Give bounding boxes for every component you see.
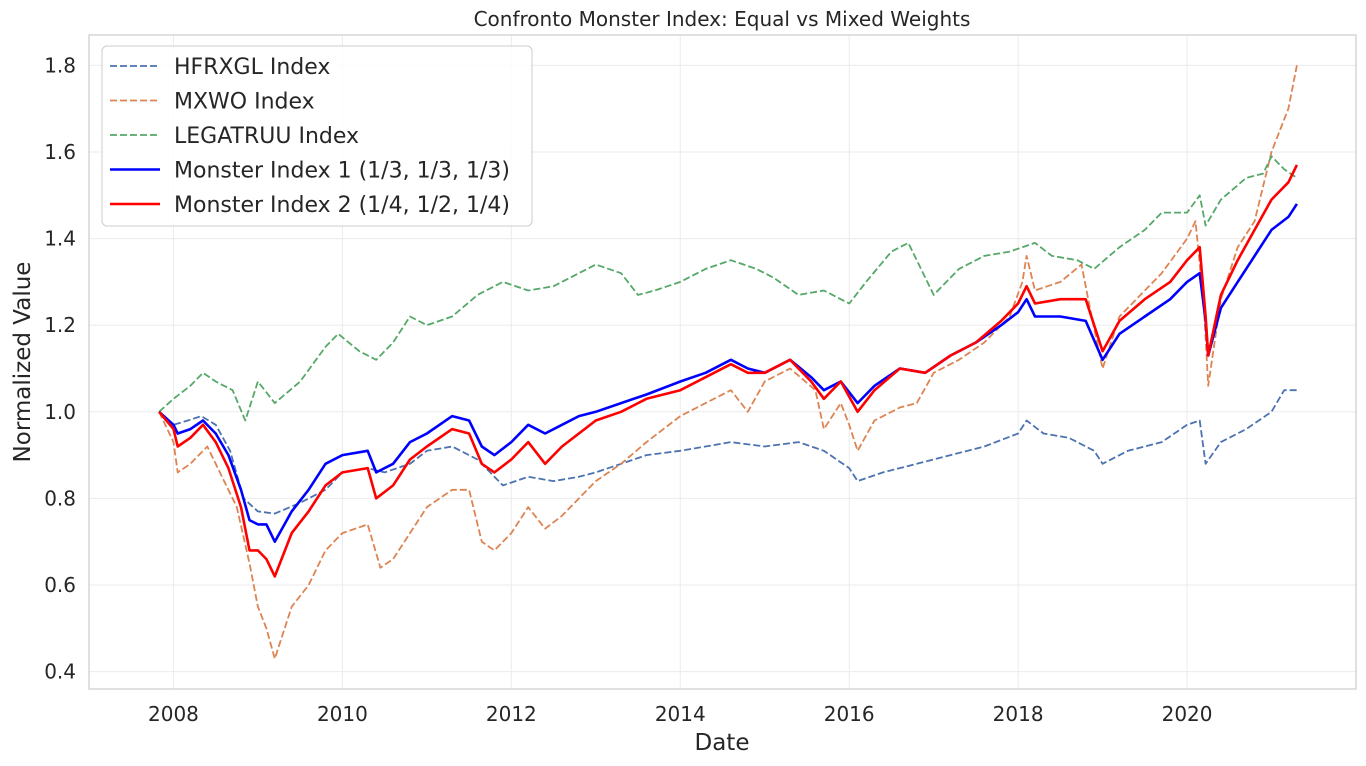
legend-label: HFRXGL Index <box>174 55 330 80</box>
y-tick-label: 1.8 <box>44 53 76 77</box>
y-tick-label: 0.8 <box>44 486 76 510</box>
x-tick-label: 2008 <box>148 702 199 726</box>
x-tick-label: 2014 <box>655 702 706 726</box>
y-tick-label: 1.6 <box>44 140 76 164</box>
series-layer <box>158 65 1299 660</box>
legend-label: MXWO Index <box>174 90 315 115</box>
y-tick-label: 1.0 <box>44 400 76 424</box>
legend-label: Monster Index 1 (1/3, 1/3, 1/3) <box>174 159 510 184</box>
y-tick-label: 0.6 <box>44 573 76 597</box>
y-tick-label: 1.4 <box>44 227 76 251</box>
y-axis-ticks: 0.4 0.6 0.8 1.0 1.2 1.4 1.6 1.8 <box>44 53 76 683</box>
legend-box <box>101 45 533 227</box>
x-tick-label: 2020 <box>1162 702 1213 726</box>
series-line-3 <box>158 155 1298 422</box>
series-line-4 <box>158 203 1298 543</box>
series-line-2 <box>158 65 1298 660</box>
y-tick-label: 1.2 <box>44 313 76 337</box>
legend-label: LEGATRUU Index <box>174 124 359 149</box>
x-tick-label: 2010 <box>317 702 368 726</box>
legend: HFRXGL Index MXWO Index LEGATRUU Index Mons… <box>101 45 533 227</box>
y-axis-label: Normalized Value <box>10 262 36 463</box>
chart-title: Confronto Monster Index: Equal vs Mixed … <box>474 7 971 31</box>
legend-label: Monster Index 2 (1/4, 1/2, 1/4) <box>174 193 510 218</box>
y-tick-label: 0.4 <box>44 660 76 684</box>
plot-frame <box>88 34 1357 690</box>
series-line-5 <box>158 164 1299 578</box>
x-tick-label: 2012 <box>486 702 537 726</box>
x-axis-ticks: 2008 2010 2012 2014 2016 2018 2020 <box>148 702 1213 726</box>
x-tick-label: 2016 <box>824 702 875 726</box>
x-tick-label: 2018 <box>993 702 1044 726</box>
x-axis-label: Date <box>695 730 750 756</box>
